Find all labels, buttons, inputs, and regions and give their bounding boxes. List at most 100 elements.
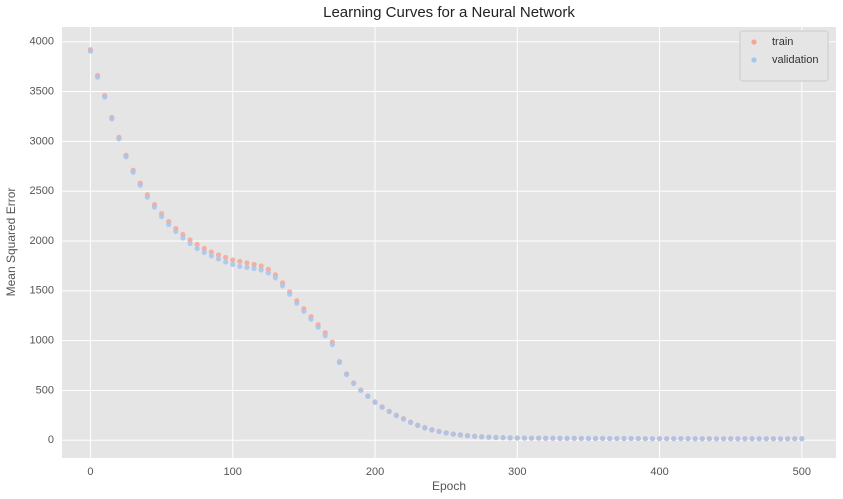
point — [407, 419, 414, 426]
point — [557, 435, 563, 441]
point — [201, 249, 207, 256]
point — [649, 435, 656, 442]
point — [251, 265, 257, 272]
point — [279, 283, 286, 289]
point — [258, 263, 264, 269]
point — [464, 433, 471, 439]
point — [379, 404, 385, 410]
legend-marker — [751, 57, 757, 63]
point — [237, 263, 243, 270]
point — [158, 213, 165, 220]
x-tick-label: 400 — [650, 466, 668, 478]
point — [678, 435, 684, 442]
point — [116, 136, 122, 142]
point — [436, 428, 442, 435]
x-tick-label: 200 — [366, 466, 384, 478]
point — [749, 436, 755, 442]
point — [550, 435, 556, 441]
point — [194, 245, 200, 252]
point — [621, 435, 627, 442]
point — [635, 435, 641, 442]
point — [244, 260, 250, 266]
point — [521, 435, 528, 441]
y-tick-label: 1000 — [30, 335, 54, 347]
point — [365, 393, 371, 400]
point — [472, 433, 478, 439]
point — [578, 435, 584, 441]
point — [130, 169, 136, 175]
point — [685, 435, 691, 442]
point — [457, 432, 463, 438]
point — [656, 435, 663, 442]
point — [614, 435, 620, 442]
point — [607, 435, 613, 442]
point — [528, 435, 535, 441]
point — [208, 249, 214, 255]
marks — [87, 47, 805, 442]
point — [258, 267, 264, 273]
legend-marker — [751, 39, 757, 45]
point — [230, 257, 236, 263]
point — [763, 436, 769, 442]
point — [223, 259, 229, 265]
y-tick-label: 4000 — [30, 36, 54, 48]
point — [756, 436, 762, 442]
legend: train validation — [739, 30, 829, 82]
x-tick-label: 300 — [508, 466, 526, 478]
point — [564, 435, 570, 441]
point — [301, 308, 307, 314]
point — [251, 261, 257, 268]
point — [571, 435, 577, 441]
x-axis-label: Epoch — [432, 479, 466, 493]
point — [785, 436, 791, 442]
point — [742, 436, 748, 442]
point — [735, 436, 741, 442]
point — [493, 434, 499, 441]
point — [294, 300, 300, 306]
point — [628, 435, 634, 442]
x-tick-label: 500 — [793, 466, 811, 478]
point — [500, 435, 506, 441]
point — [422, 425, 428, 431]
point — [443, 430, 449, 436]
point — [386, 408, 392, 415]
point — [180, 235, 186, 241]
point — [308, 316, 314, 322]
y-tick-label: 1500 — [30, 285, 54, 297]
point — [706, 436, 712, 442]
point — [336, 359, 343, 366]
point — [429, 427, 435, 433]
point — [358, 387, 364, 394]
point — [265, 270, 271, 276]
point — [600, 435, 606, 441]
point — [123, 154, 129, 160]
legend-label: train — [772, 36, 793, 48]
point — [244, 264, 250, 271]
y-tick-label: 500 — [36, 384, 54, 396]
point — [728, 436, 734, 442]
y-tick-label: 2000 — [30, 235, 54, 247]
x-tick-label: 100 — [224, 466, 242, 478]
point — [699, 436, 705, 442]
point — [400, 416, 407, 422]
point — [479, 434, 485, 440]
y-tick-label: 2500 — [30, 185, 54, 197]
point — [287, 291, 293, 297]
point — [792, 436, 798, 442]
point — [486, 434, 492, 440]
point — [322, 333, 328, 339]
point — [351, 380, 357, 387]
point — [642, 435, 648, 442]
y-axis-label: Mean Squared Error — [4, 188, 18, 297]
point — [137, 182, 143, 188]
grid — [62, 27, 836, 458]
point — [536, 435, 542, 441]
point — [543, 435, 549, 441]
point — [450, 431, 456, 437]
point — [315, 324, 321, 330]
y-tick-label: 0 — [48, 434, 54, 446]
point — [173, 228, 179, 235]
point — [393, 412, 399, 419]
x-tick-label: 0 — [87, 466, 93, 478]
